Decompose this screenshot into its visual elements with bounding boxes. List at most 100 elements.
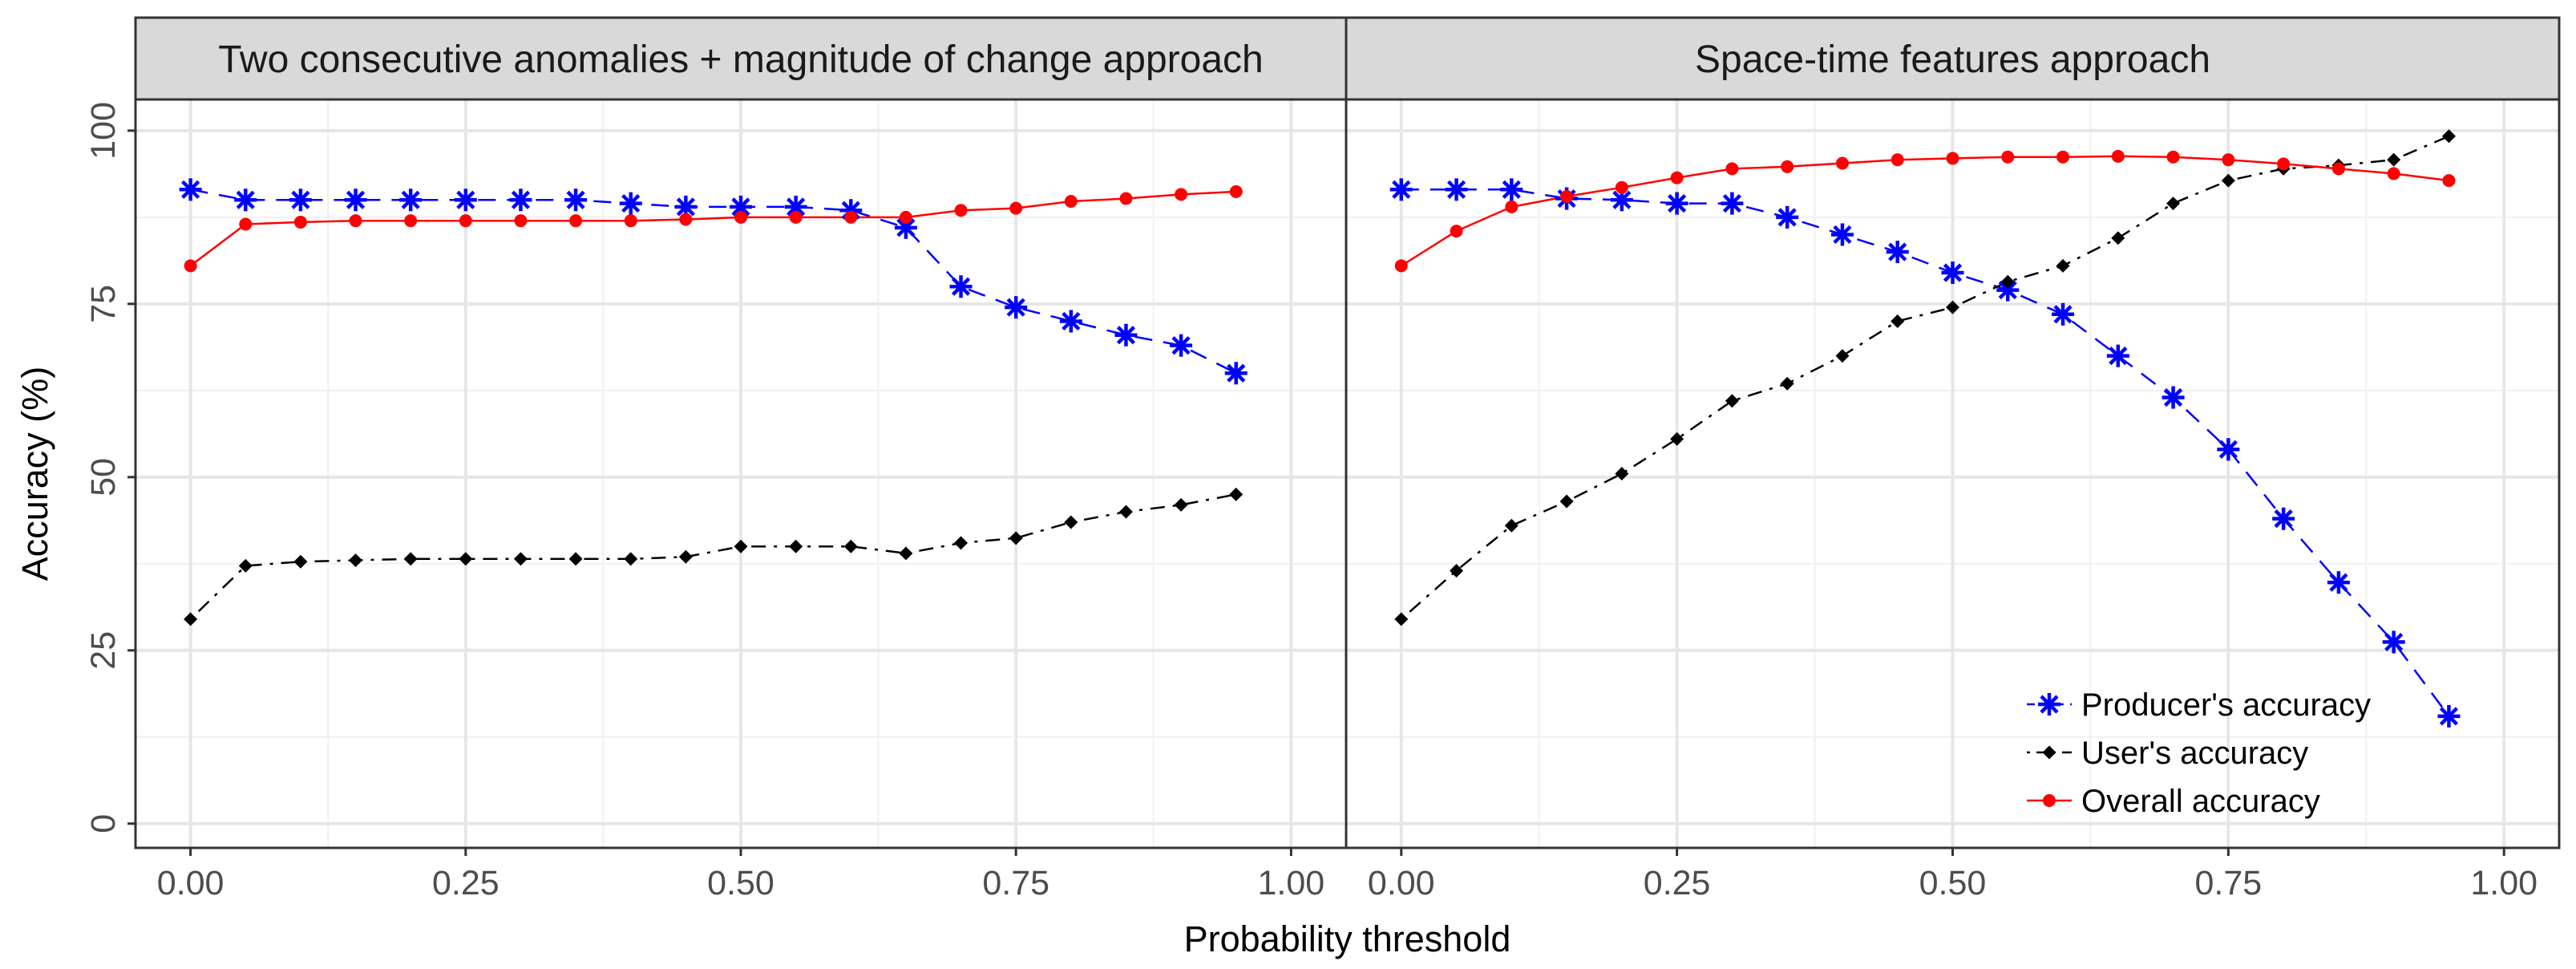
data-point-user-s-accuracy [734, 539, 748, 553]
data-point-producer-s-accuracy [619, 192, 642, 215]
data-point-overall-accuracy [844, 210, 858, 224]
y-tick-label: 50 [84, 458, 123, 497]
data-point-overall-accuracy [349, 214, 362, 228]
data-point-user-s-accuracy [238, 558, 253, 573]
data-point-overall-accuracy [789, 210, 803, 224]
data-point-overall-accuracy [679, 213, 693, 226]
data-point-user-s-accuracy [2441, 129, 2456, 144]
data-point-overall-accuracy [1946, 152, 1959, 165]
x-tick-label: 1.00 [1258, 864, 1325, 902]
legend-entry: Overall accuracy [2027, 784, 2320, 819]
data-point-producer-s-accuracy [2052, 302, 2075, 326]
data-point-producer-s-accuracy [289, 189, 312, 212]
data-point-user-s-accuracy [843, 539, 858, 553]
y-axis-title: Accuracy (%) [14, 367, 55, 582]
data-point-user-s-accuracy [1174, 497, 1188, 512]
x-tick-label: 0.50 [1919, 864, 1987, 902]
data-point-producer-s-accuracy [2161, 386, 2185, 409]
data-point-user-s-accuracy [1229, 487, 1244, 501]
data-point-overall-accuracy [2277, 157, 2291, 171]
data-point-user-s-accuracy [349, 553, 363, 567]
data-point-user-s-accuracy [1891, 314, 1905, 328]
y-tick-label: 100 [84, 102, 123, 160]
legend-key-marker [2042, 745, 2056, 760]
data-point-overall-accuracy [899, 210, 912, 224]
data-point-overall-accuracy [1891, 153, 1904, 167]
data-point-user-s-accuracy [184, 612, 198, 626]
facet-title: Two consecutive anomalies + magnitude of… [218, 39, 1264, 81]
data-point-overall-accuracy [1229, 184, 1243, 198]
y-tick-label: 75 [84, 285, 123, 323]
data-point-producer-s-accuracy [1941, 261, 1964, 284]
data-point-user-s-accuracy [1118, 505, 1133, 519]
data-point-overall-accuracy [2331, 162, 2345, 176]
data-point-producer-s-accuracy [784, 195, 807, 218]
data-point-overall-accuracy [734, 210, 747, 224]
data-point-producer-s-accuracy [509, 189, 532, 212]
data-point-user-s-accuracy [954, 536, 969, 550]
data-point-producer-s-accuracy [1170, 334, 1193, 357]
data-point-overall-accuracy [1450, 225, 1463, 238]
panel-2: Space-time features approach 0.00 0.25 0.50… [1345, 16, 2561, 902]
data-point-user-s-accuracy [1725, 394, 1739, 408]
data-point-producer-s-accuracy [344, 189, 367, 212]
data-point-producer-s-accuracy [2327, 571, 2350, 594]
data-point-overall-accuracy [1119, 192, 1133, 205]
x-tick-label: 0.75 [982, 864, 1049, 902]
data-point-user-s-accuracy [1450, 563, 1464, 578]
data-point-user-s-accuracy [1670, 432, 1684, 446]
data-point-overall-accuracy [1064, 194, 1078, 208]
data-point-overall-accuracy [514, 214, 528, 228]
legend-entry: Producer's accuracy [2027, 687, 2371, 723]
data-point-overall-accuracy [1394, 259, 1408, 273]
x-tick-label: 0.50 [707, 864, 774, 902]
data-point-user-s-accuracy [2000, 274, 2015, 289]
facet-strip [1345, 16, 2561, 101]
legend-label: User's accuracy [2081, 736, 2308, 771]
data-point-user-s-accuracy [1946, 300, 1959, 314]
data-point-producer-s-accuracy [1886, 241, 1909, 264]
data-point-producer-s-accuracy [730, 195, 752, 218]
data-point-producer-s-accuracy [1445, 178, 1468, 201]
data-point-overall-accuracy [1009, 201, 1023, 215]
data-point-user-s-accuracy [459, 552, 473, 566]
data-point-overall-accuracy [1781, 160, 1794, 173]
data-point-user-s-accuracy [2387, 152, 2401, 167]
data-point-producer-s-accuracy [1224, 362, 1248, 385]
legend-label: Producer's accuracy [2081, 687, 2371, 723]
data-point-overall-accuracy [624, 214, 637, 228]
data-point-overall-accuracy [239, 217, 253, 231]
data-point-overall-accuracy [1560, 189, 1574, 203]
data-point-producer-s-accuracy [2382, 630, 2405, 654]
series-line-user-s-accuracy [1400, 135, 2449, 620]
data-point-producer-s-accuracy [2437, 704, 2461, 728]
data-point-overall-accuracy [459, 214, 472, 228]
data-point-producer-s-accuracy [2272, 507, 2295, 530]
x-tick-label: 0.00 [1368, 864, 1435, 902]
data-point-user-s-accuracy [293, 554, 308, 569]
data-point-producer-s-accuracy [1005, 296, 1028, 319]
data-point-overall-accuracy [2056, 150, 2070, 164]
data-point-user-s-accuracy [403, 552, 418, 566]
data-point-user-s-accuracy [1615, 467, 1629, 480]
data-point-overall-accuracy [293, 215, 307, 229]
series-line-overall-accuracy [1401, 155, 2449, 267]
data-point-overall-accuracy [1615, 180, 1628, 194]
data-point-producer-s-accuracy [2106, 344, 2129, 367]
x-tick-label: 0.25 [432, 864, 499, 902]
x-tick-label: 0.75 [2195, 864, 2263, 902]
data-point-overall-accuracy [2001, 150, 2015, 164]
data-point-overall-accuracy [2442, 174, 2456, 188]
data-point-user-s-accuracy [513, 552, 528, 566]
data-point-producer-s-accuracy [1059, 310, 1082, 333]
x-axis-title: Probability threshold [1184, 918, 1511, 959]
data-point-user-s-accuracy [1009, 531, 1023, 545]
legend-entry: User's accuracy [2027, 736, 2308, 771]
legend-key-marker [2038, 693, 2060, 716]
data-point-overall-accuracy [954, 204, 968, 217]
data-point-overall-accuracy [1835, 156, 1849, 170]
data-point-user-s-accuracy [624, 552, 638, 566]
legend-label: Overall accuracy [2081, 784, 2320, 819]
y-tick-label: 0 [84, 814, 123, 833]
